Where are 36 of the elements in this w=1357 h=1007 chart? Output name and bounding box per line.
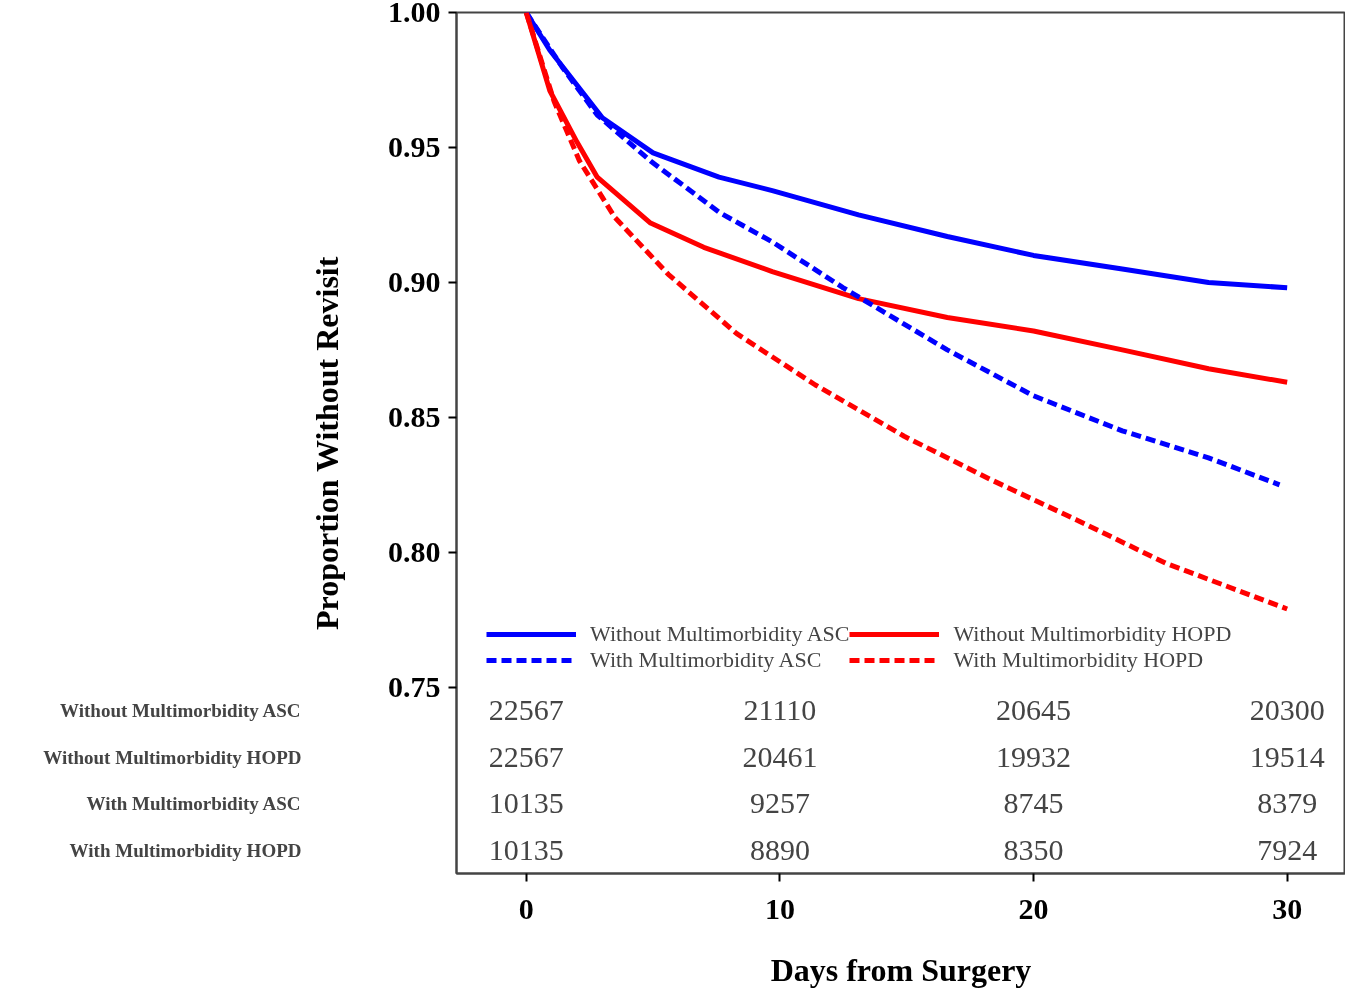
y-axis-title: Proportion Without Revisit xyxy=(309,256,345,630)
legend-label: Without Multimorbidity ASC xyxy=(590,621,850,647)
x-tick-label: 10 xyxy=(764,891,795,925)
annotation: 22567 xyxy=(488,693,564,727)
annotation: 20461 xyxy=(742,739,818,773)
legend-label: Without Multimorbidity HOPD xyxy=(953,621,1232,647)
annotation: 9257 xyxy=(749,786,810,820)
x-tick-label: 20 xyxy=(1018,891,1049,925)
y-tick-label: 0.85 xyxy=(388,399,441,433)
annotation: 8350 xyxy=(1003,832,1064,866)
annotation: 7924 xyxy=(1257,832,1318,866)
annotation: 10135 xyxy=(488,786,564,820)
y-tick-label: 0.75 xyxy=(388,669,441,703)
annotation: 19932 xyxy=(996,739,1072,773)
text: Without Multimorbidity HOPD xyxy=(43,746,302,768)
annotation: 8379 xyxy=(1257,786,1318,820)
annotation: 20645 xyxy=(996,693,1072,727)
annotation: 8890 xyxy=(749,832,810,866)
annotation: 19514 xyxy=(1249,739,1325,773)
x-axis-title: Days from Surgery xyxy=(770,951,1032,988)
annotation: 21110 xyxy=(743,693,817,727)
y-tick-label: 0.90 xyxy=(388,264,441,298)
y-tick-label: 1.00 xyxy=(388,0,441,28)
annotation: 10135 xyxy=(488,832,564,866)
text: With Multimorbidity HOPD xyxy=(69,839,302,861)
x-tick-label: 30 xyxy=(1272,891,1303,925)
annotation: 20300 xyxy=(1249,693,1325,727)
text: Without Multimorbidity ASC xyxy=(60,700,301,722)
legend-label: With Multimorbidity ASC xyxy=(590,647,822,673)
annotation: 22567 xyxy=(488,739,564,773)
x-tick-label: 0 xyxy=(518,891,534,925)
y-tick-label: 0.95 xyxy=(388,129,441,163)
y-tick-label: 0.80 xyxy=(388,534,441,568)
annotation: 8745 xyxy=(1003,786,1064,820)
text: With Multimorbidity ASC xyxy=(86,793,301,815)
legend-label: With Multimorbidity HOPD xyxy=(953,647,1204,673)
